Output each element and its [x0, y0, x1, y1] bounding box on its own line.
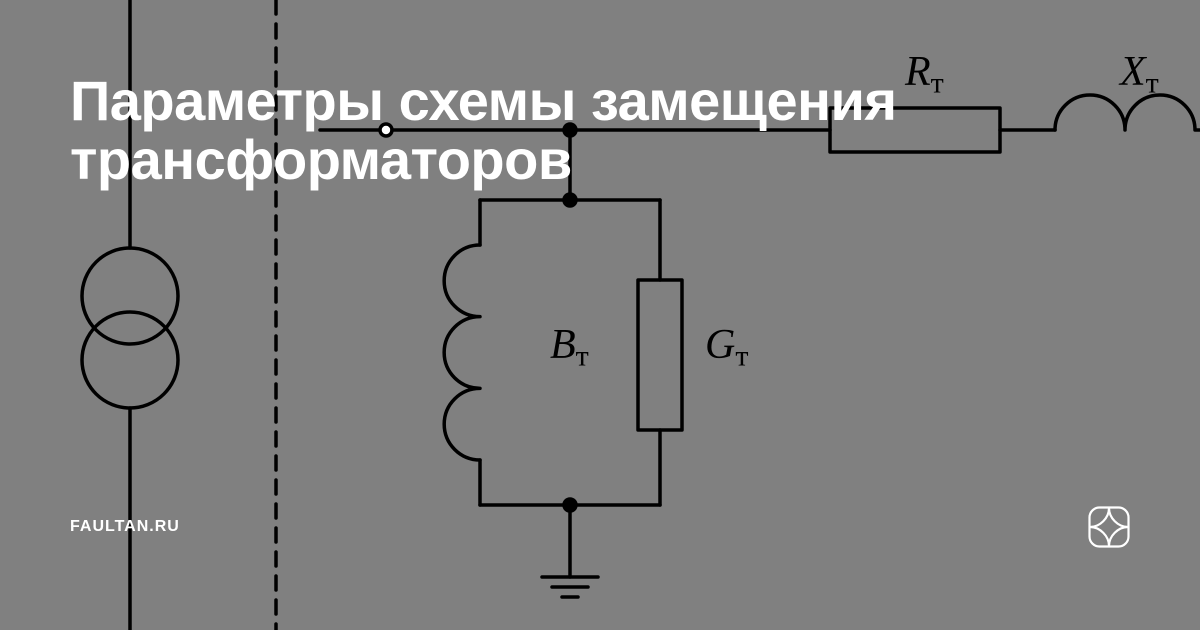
card-canvas: RтXтBтGт Параметры схемы замещения транс…	[0, 0, 1200, 630]
circuit-diagram: RтXтBтGт	[0, 0, 1200, 630]
